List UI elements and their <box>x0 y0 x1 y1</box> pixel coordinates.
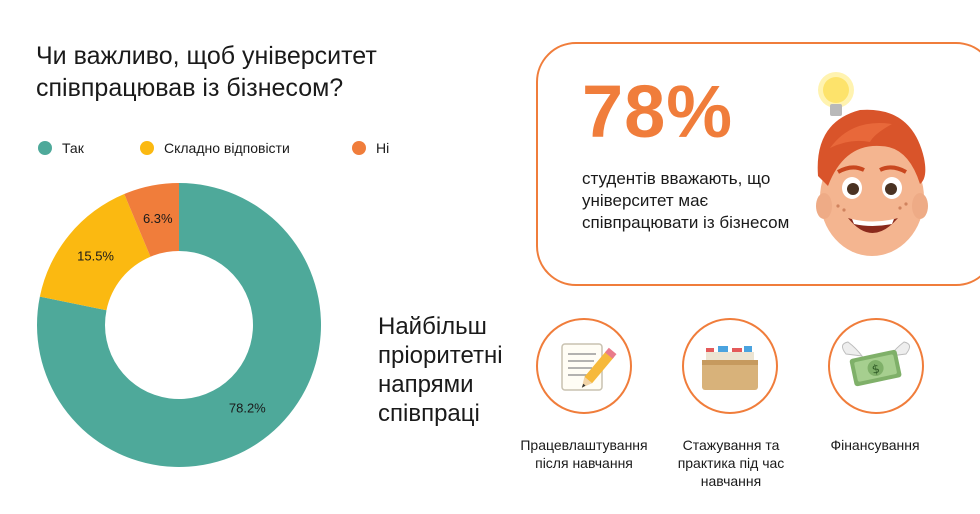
donut-slice-no <box>124 183 179 257</box>
stat-description: студентів вважають, що університет має с… <box>582 169 790 232</box>
donut-chart: 78.2% 15.5% 6.3% <box>37 183 322 467</box>
legend-label: Ні <box>376 140 390 156</box>
stat-callout-box <box>536 42 980 286</box>
chart-question-title: Чи важливо, щоб університет співпрацював… <box>36 42 377 102</box>
chart-legend: Так Складно відповісти Ні <box>38 140 389 156</box>
card-file-box-icon <box>702 346 758 390</box>
priority-circle-employment <box>536 318 632 414</box>
priority-label-internship: Стажування та практика під час навчання <box>677 437 785 489</box>
money-with-wings-icon: $ <box>842 341 910 387</box>
donut-slice-hard-to-say <box>39 193 151 311</box>
legend-item-hard-to-say: Складно відповісти <box>140 140 352 156</box>
legend-item-yes: Так <box>38 140 140 156</box>
legend-dot-icon <box>352 141 366 155</box>
donut-data-label: 15.5% <box>77 248 114 263</box>
priority-label-employment: Працевлаштування після навчання <box>520 437 648 471</box>
stat-value: 78% <box>582 70 734 153</box>
donut-slice-yes <box>37 183 322 467</box>
priority-circle-funding: $ <box>828 318 924 414</box>
memo-pencil-icon <box>561 343 617 391</box>
priorities-title: Найбільш пріоритетні напрями співпраці <box>378 313 503 427</box>
legend-item-no: Ні <box>352 140 389 156</box>
priority-label-funding: Фінансування <box>830 437 920 453</box>
legend-label: Так <box>62 140 84 156</box>
svg-text:$: $ <box>871 361 881 376</box>
priority-circle-internship <box>682 318 778 414</box>
legend-label: Складно відповісти <box>164 140 290 156</box>
memoji-lightbulb-icon <box>816 72 928 256</box>
donut-data-label: 6.3% <box>143 211 173 226</box>
legend-dot-icon <box>38 141 52 155</box>
legend-dot-icon <box>140 141 154 155</box>
donut-data-label: 78.2% <box>229 401 266 416</box>
